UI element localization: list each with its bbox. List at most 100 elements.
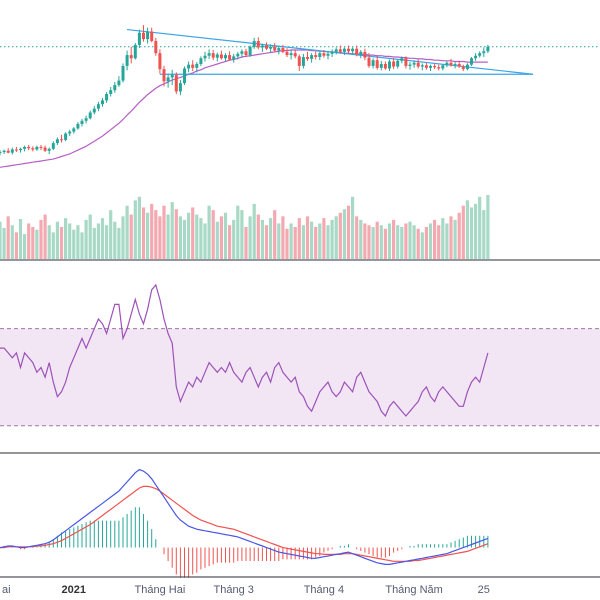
candle-body (6, 150, 10, 153)
candle (2, 149, 6, 154)
volume-bar (375, 221, 379, 259)
candle-body (347, 48, 350, 52)
candle-body (174, 74, 178, 92)
candle (84, 115, 88, 124)
candle (150, 27, 154, 43)
volume-bar (281, 216, 285, 259)
volume-bar (43, 214, 47, 259)
candle (14, 146, 18, 153)
candle-body (269, 46, 273, 49)
candle-body (441, 65, 445, 69)
volume-bar (305, 216, 310, 259)
volume-bar (39, 219, 43, 259)
candle-body (424, 65, 428, 68)
candle (183, 66, 186, 86)
volume-bar (482, 210, 486, 259)
candle-body (363, 51, 367, 58)
volume-bar (129, 214, 133, 259)
volume-bar (478, 196, 482, 259)
candle-body (199, 58, 203, 65)
candle-body (256, 41, 260, 48)
volume-bar (310, 221, 314, 259)
candle-body (474, 55, 478, 59)
candle-body (416, 62, 420, 67)
candle-body (101, 100, 104, 105)
rsi-band (0, 328, 600, 426)
volume-bar (469, 207, 474, 259)
volume-bar (47, 225, 51, 259)
volume-bar (301, 225, 305, 259)
volume-bar (146, 212, 150, 259)
volume-bar (351, 196, 355, 259)
candle (219, 50, 223, 60)
candle-body (310, 55, 314, 59)
candle (416, 59, 420, 69)
volume-bar (125, 205, 129, 259)
volume-bar (387, 223, 392, 259)
volume-bar (105, 225, 109, 259)
candle (64, 132, 68, 142)
candle (338, 45, 342, 54)
candle (347, 45, 350, 54)
candle (117, 76, 121, 87)
candle (178, 79, 182, 96)
candle (289, 50, 293, 60)
candle (371, 58, 375, 69)
candle (363, 48, 367, 61)
candle (248, 45, 252, 57)
candle-body (457, 64, 461, 67)
candle (166, 73, 170, 88)
moving-average-line (0, 49, 488, 168)
candle-body (64, 133, 68, 140)
volume-bar (2, 227, 6, 259)
candle (23, 145, 27, 152)
candle (105, 92, 109, 103)
volume-bar (64, 218, 68, 259)
candle-body (178, 83, 182, 92)
candle (441, 64, 445, 71)
volume-bar (166, 214, 170, 259)
candle-body (166, 77, 170, 82)
volume-bar (170, 202, 174, 259)
candle (199, 56, 203, 66)
volume-bar (84, 219, 88, 259)
candle (121, 63, 125, 83)
volume-bar (314, 227, 318, 259)
candle-body (330, 51, 334, 54)
candle (429, 64, 432, 72)
candle (285, 48, 289, 57)
candle-body (445, 62, 449, 66)
candle (92, 106, 96, 115)
volume-bar (400, 227, 404, 259)
candle-body (281, 48, 285, 52)
volume-bar (342, 209, 346, 259)
candle-body (289, 53, 293, 56)
candle-body (129, 55, 133, 59)
volume-bar (273, 210, 277, 259)
candle-body (408, 64, 412, 66)
volume-bar (158, 216, 162, 259)
volume-bar (437, 225, 441, 259)
volume-bar (100, 218, 105, 259)
candle-body (334, 49, 338, 52)
x-axis-tick-label: Tháng Hai (135, 584, 186, 596)
trendline-upper (127, 28, 534, 75)
macd-pane (0, 468, 489, 578)
volume-bar (232, 219, 236, 259)
candle-body (113, 85, 117, 91)
candle (301, 53, 305, 69)
x-axis-tick-label: Tháng 3 (214, 584, 254, 596)
candle-body (76, 123, 80, 129)
candle-body (301, 56, 305, 66)
candle (146, 27, 150, 44)
candle (240, 49, 244, 58)
volume-bar (445, 223, 449, 259)
candle-body (371, 60, 375, 66)
volume-bar (367, 225, 371, 259)
candle (465, 63, 469, 71)
candle (396, 59, 400, 69)
candle-body (375, 60, 379, 68)
candle-body (306, 56, 309, 59)
volume-bar (228, 225, 232, 259)
